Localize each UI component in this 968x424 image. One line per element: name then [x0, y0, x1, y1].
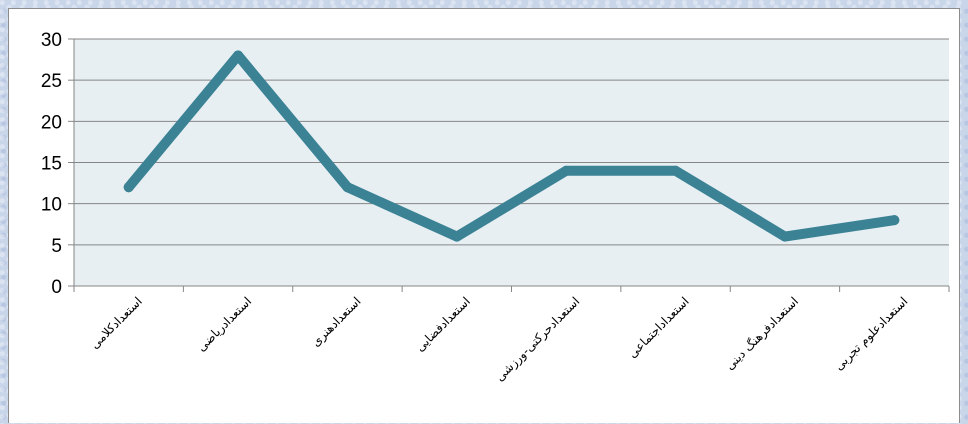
data-point — [123, 182, 134, 193]
data-point — [561, 165, 572, 176]
x-tick-label: استعدادریاضی — [194, 294, 255, 355]
x-tick-label: استعدادفضایی — [413, 294, 473, 354]
y-tick-label: 30 — [41, 30, 62, 51]
y-tick-label: 10 — [41, 195, 62, 216]
x-tick-label: استعدادحرکتی-ورزشی — [493, 294, 583, 384]
y-tick-label: 20 — [41, 112, 62, 133]
series-line — [123, 50, 900, 242]
data-point — [233, 50, 244, 61]
data-point — [342, 182, 353, 193]
y-axis-tick-labels: 0 5 10 15 20 25 30 — [41, 30, 62, 298]
x-tick-label: استعدادکلامی — [87, 294, 144, 351]
data-point — [779, 231, 790, 242]
x-axis-tick-labels: استعدادکلامی استعدادریاضی استعدادهنری استعد… — [87, 294, 911, 384]
x-tick-label: استعدادعلوم تجربی — [832, 294, 911, 373]
x-tick-label: استعدادفرهنگ دینی — [723, 294, 802, 373]
series-layer — [123, 50, 900, 242]
y-tick-label: 5 — [51, 236, 62, 257]
y-tick-label: 25 — [41, 71, 62, 92]
chart-frame: 0 5 10 15 20 25 30 استعدادکلامی استعدادریاضی است… — [8, 8, 960, 423]
gridlines — [68, 38, 949, 287]
data-point — [451, 231, 462, 242]
x-tick-label: استعداداجتماعی — [625, 294, 691, 360]
data-point — [670, 165, 681, 176]
data-point — [889, 215, 900, 226]
y-tick-label: 0 — [51, 277, 62, 298]
axes — [73, 39, 950, 292]
x-tick-label: استعدادهنری — [309, 294, 365, 350]
y-tick-label: 15 — [41, 154, 62, 175]
